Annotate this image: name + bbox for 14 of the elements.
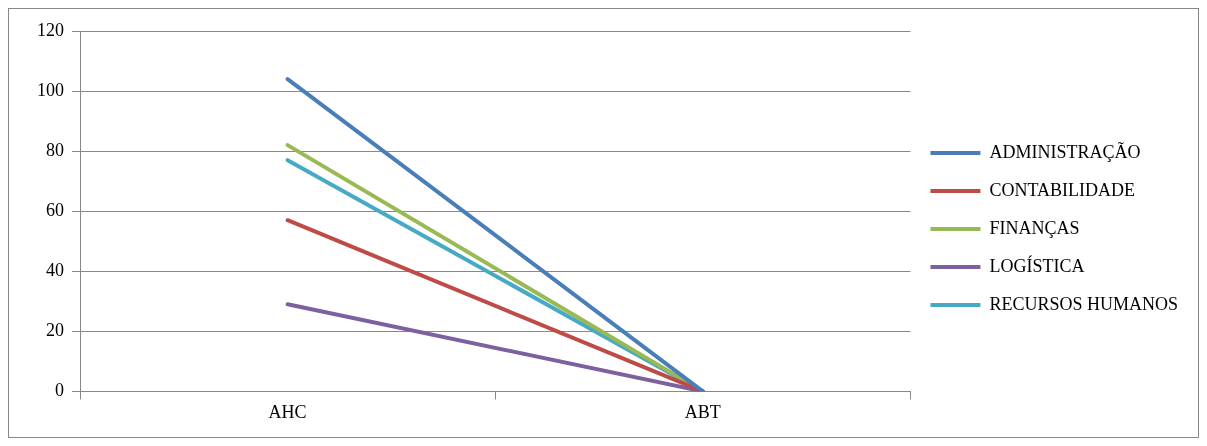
x-tick-label: AHC — [268, 401, 307, 422]
legend-label: CONTABILIDADE — [989, 179, 1135, 200]
y-tick-label: 20 — [46, 320, 64, 341]
legend-label: ADMINISTRAÇÃO — [989, 140, 1141, 162]
y-tick-label: 120 — [37, 19, 64, 40]
y-tick-label: 80 — [46, 139, 64, 160]
y-tick-label: 40 — [46, 260, 64, 280]
legend-label: FINANÇAS — [989, 217, 1080, 238]
legend-label: RECURSOS HUMANOS — [989, 293, 1178, 314]
y-tick-label: 60 — [46, 199, 64, 220]
legend-label: LOGÍSTICA — [989, 254, 1085, 276]
y-tick-label: 100 — [37, 79, 64, 100]
x-tick-label: ABT — [684, 401, 721, 422]
y-tick-label: 0 — [55, 380, 64, 401]
